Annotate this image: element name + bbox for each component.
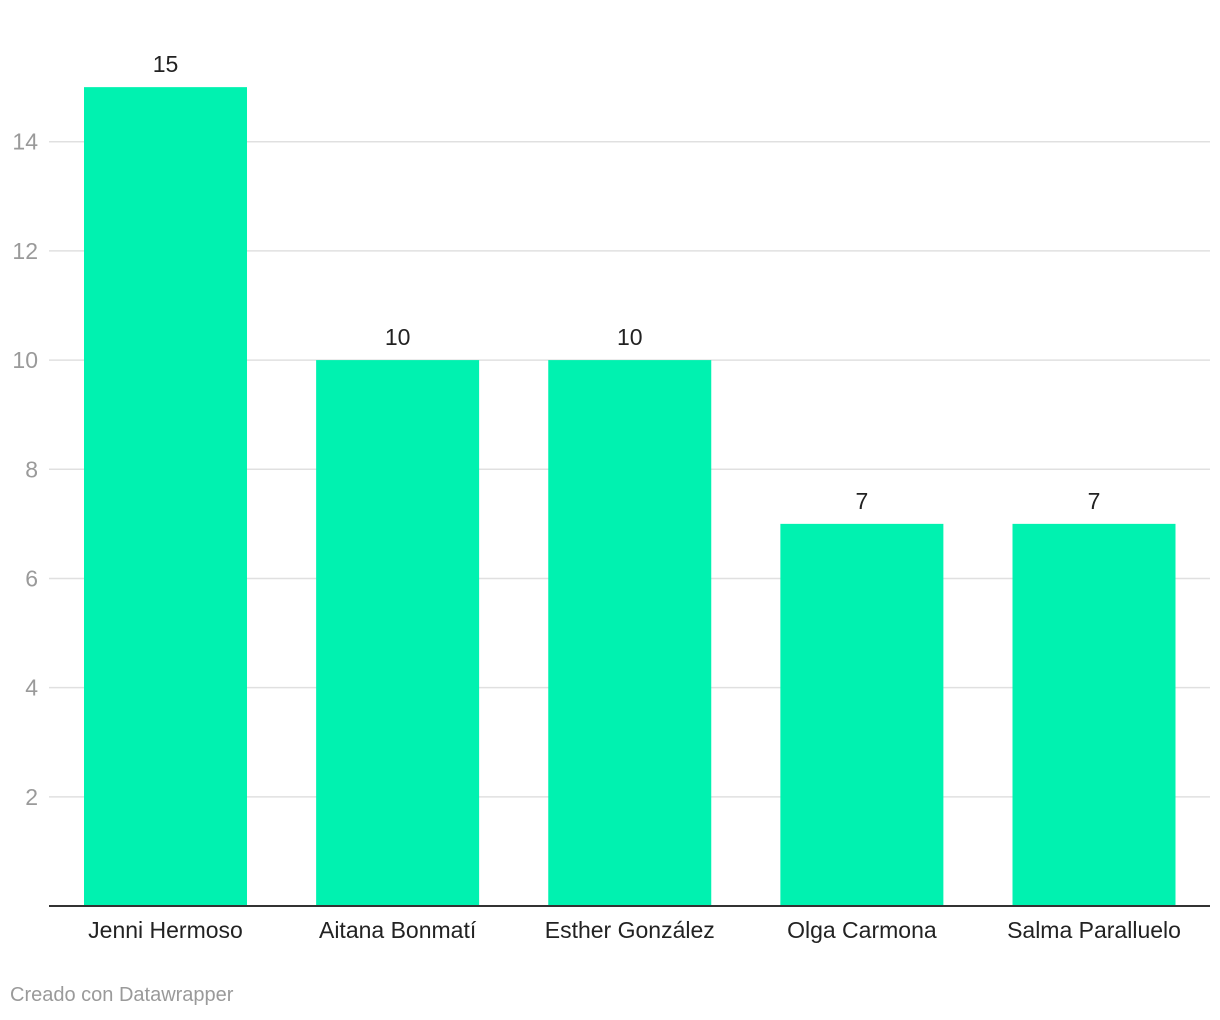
y-tick-label: 4 bbox=[25, 675, 38, 701]
credit-text: Creado con Datawrapper bbox=[10, 984, 234, 1006]
y-axis-ticks: 2 4 6 8 10 12 14 bbox=[12, 129, 38, 810]
bar bbox=[780, 523, 944, 906]
x-axis-ticks: Jenni Hermoso Aitana Bonmatí Esther Gonzál… bbox=[88, 917, 1181, 943]
x-tick-label: Jenni Hermoso bbox=[88, 917, 243, 943]
bar bbox=[1012, 523, 1176, 906]
y-tick-label: 14 bbox=[12, 129, 38, 155]
bar bbox=[316, 360, 480, 907]
y-tick-label: 12 bbox=[12, 238, 38, 264]
y-tick-label: 6 bbox=[25, 565, 38, 591]
x-tick-label: Esther González bbox=[545, 917, 715, 943]
y-tick-label: 10 bbox=[12, 347, 38, 373]
x-tick-label: Salma Paralluelo bbox=[1007, 917, 1181, 943]
chart-canvas: 2 4 6 8 10 12 14 15 10 10 7 7 Jenni Hermoso Aitana … bbox=[12, 51, 1210, 943]
y-tick-label: 8 bbox=[25, 456, 38, 482]
bar-value-label: 7 bbox=[1088, 488, 1101, 514]
bar-value-label: 10 bbox=[385, 324, 411, 350]
data-labels: 15 10 10 7 7 bbox=[153, 51, 1101, 514]
x-tick-label: Olga Carmona bbox=[787, 917, 937, 943]
bar bbox=[84, 87, 247, 906]
bar-value-label: 7 bbox=[855, 488, 868, 514]
bar-value-label: 15 bbox=[153, 51, 179, 77]
bar-value-label: 10 bbox=[617, 324, 643, 350]
bar bbox=[548, 360, 712, 907]
bars bbox=[84, 87, 1176, 907]
x-tick-label: Aitana Bonmatí bbox=[319, 917, 477, 943]
y-tick-label: 2 bbox=[25, 784, 38, 810]
